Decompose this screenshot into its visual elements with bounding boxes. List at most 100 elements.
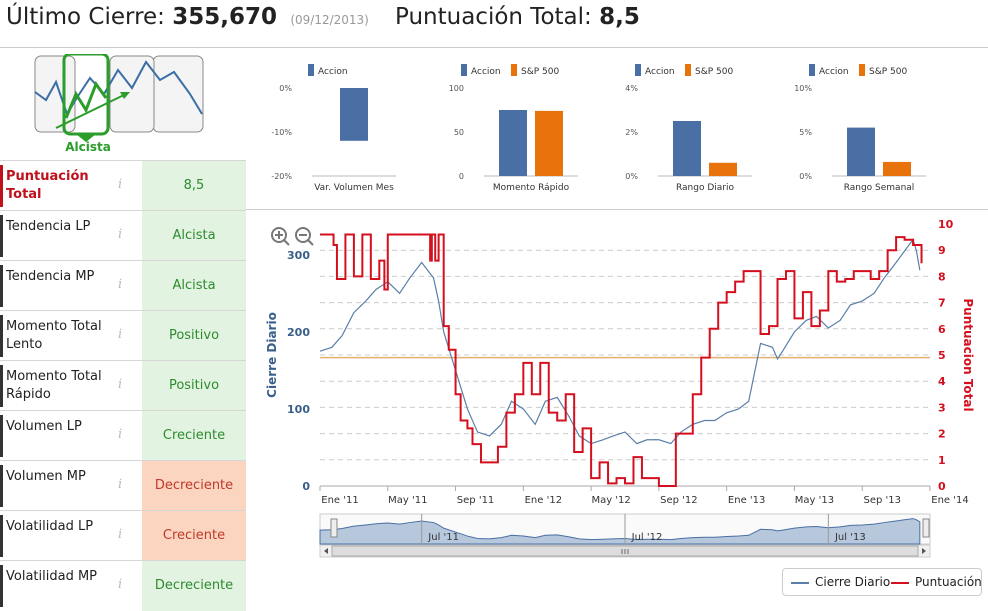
y-tick-label: 100 xyxy=(449,84,464,93)
legend-swatch xyxy=(511,64,517,76)
info-icon[interactable]: i xyxy=(118,577,123,592)
legend-score-label: Puntuación xyxy=(915,575,982,589)
y-tick-label: 100 xyxy=(287,403,310,416)
rating-row[interactable]: Momento Total Lento i Positivo xyxy=(0,310,246,361)
x-tick-label: Ene '13 xyxy=(728,495,765,506)
legend-close-label: Cierre Diario xyxy=(815,575,891,589)
legend-close[interactable]: Cierre Diario xyxy=(791,575,890,589)
legend-score-swatch xyxy=(891,581,909,584)
rating-row[interactable]: Puntuación Total i 8,5 xyxy=(0,160,246,211)
rating-marker xyxy=(0,565,3,607)
navigator-handle-left[interactable] xyxy=(330,518,338,538)
rating-value: 8,5 xyxy=(142,161,246,211)
bar xyxy=(847,127,875,176)
navigator-handle-right[interactable] xyxy=(922,518,930,538)
rating-row[interactable]: Momento Total Rápido i Positivo xyxy=(0,360,246,411)
last-close: Último Cierre: 355,670 (09/12/2013) xyxy=(6,4,369,30)
y2-tick-label: 9 xyxy=(938,244,946,257)
thumb-label: Alcista xyxy=(65,140,111,154)
legend-label: Accion xyxy=(645,67,675,77)
rating-row[interactable]: Volumen LP i Creciente xyxy=(0,410,246,461)
info-icon[interactable]: i xyxy=(118,327,123,342)
zoom-out-icon[interactable] xyxy=(295,227,314,246)
rating-name: Volatilidad LP xyxy=(6,519,94,534)
y-axis-title: Cierre Diario xyxy=(265,312,279,398)
y2-tick-label: 10 xyxy=(938,218,954,231)
y-tick-label: 0% xyxy=(799,172,812,181)
y2-tick-label: 7 xyxy=(938,297,946,310)
rating-value: Creciente xyxy=(142,411,246,461)
series-line-puntuacion xyxy=(320,233,923,487)
y-tick-label: -10% xyxy=(271,128,292,137)
rating-value: Positivo xyxy=(142,311,246,361)
section-divider xyxy=(246,209,988,210)
info-icon[interactable]: i xyxy=(118,427,123,442)
rating-name: Tendencia MP xyxy=(6,269,95,284)
y-tick-label: -20% xyxy=(271,172,292,181)
info-icon[interactable]: i xyxy=(118,527,123,542)
scroll-left-icon[interactable] xyxy=(324,548,328,554)
thumb-green-line xyxy=(64,80,108,119)
mini-chart-rango-diario: Accion S&P 500 4% 2% 0% Rango Diario xyxy=(625,64,752,193)
rating-name: Puntuación Total xyxy=(6,169,89,202)
x-tick-label: Ene '11 xyxy=(321,495,358,506)
chart-title: Rango Diario xyxy=(676,183,735,193)
total-score-label: Puntuación Total: xyxy=(395,4,592,30)
scroll-right-icon[interactable] xyxy=(922,548,926,554)
zoom-in-icon[interactable] xyxy=(271,227,290,246)
mini-chart-rango-semanal: Accion S&P 500 10% 5% 0% Rango Semanal xyxy=(794,64,926,193)
x-tick-label: Sep '11 xyxy=(457,495,495,506)
y2-tick-label: 6 xyxy=(938,323,946,336)
chart-title: Rango Semanal xyxy=(844,183,915,193)
legend-label: Accion xyxy=(318,67,348,77)
rating-marker xyxy=(0,415,3,457)
y-tick-label: 4% xyxy=(625,84,638,93)
info-icon[interactable]: i xyxy=(118,177,123,192)
y2-tick-label: 8 xyxy=(938,270,946,283)
y2-axis-title: Puntuacion Total xyxy=(961,298,975,411)
legend-swatch xyxy=(308,64,314,76)
legend-label: Accion xyxy=(471,67,501,77)
last-close-label: Último Cierre: xyxy=(6,4,165,30)
rating-row[interactable]: Volumen MP i Decreciente xyxy=(0,460,246,511)
rating-marker xyxy=(0,315,3,357)
header: Último Cierre: 355,670 (09/12/2013) Punt… xyxy=(0,0,988,44)
x-tick-label: May '13 xyxy=(795,495,834,506)
y2-tick-label: 3 xyxy=(938,401,946,414)
x-tick-label: Sep '13 xyxy=(863,495,901,506)
rating-name: Momento Total Rápido xyxy=(6,369,102,402)
rating-row[interactable]: Volatilidad MP i Decreciente xyxy=(0,560,246,611)
x-tick-label: Ene '14 xyxy=(931,495,968,506)
y-tick-label: 50 xyxy=(454,128,464,137)
y-tick-label: 5% xyxy=(799,128,812,137)
trend-thumbnail[interactable] xyxy=(34,54,206,154)
zoom-in-glass xyxy=(271,227,287,243)
navigator-label: Jul '11 xyxy=(427,532,459,543)
legend-label: Accion xyxy=(819,67,849,77)
rating-row[interactable]: Tendencia LP i Alcista xyxy=(0,210,246,261)
rating-marker xyxy=(0,165,3,207)
thumb-line xyxy=(34,60,203,117)
thumb-pointer xyxy=(76,134,96,142)
main-legend: Cierre Diario Puntuación xyxy=(782,568,982,596)
info-icon[interactable]: i xyxy=(118,277,123,292)
info-icon[interactable]: i xyxy=(118,227,123,242)
last-close-date: (09/12/2013) xyxy=(290,13,369,27)
rating-row[interactable]: Tendencia MP i Alcista xyxy=(0,260,246,311)
info-icon[interactable]: i xyxy=(118,377,123,392)
zoom-in-handle xyxy=(283,239,290,246)
rating-value: Decreciente xyxy=(142,461,246,511)
rating-marker xyxy=(0,215,3,257)
legend-swatch xyxy=(635,64,641,76)
navigator-label: Jul '12 xyxy=(631,532,663,543)
chart-title: Var. Volumen Mes xyxy=(314,183,394,193)
y2-tick-label: 4 xyxy=(938,375,946,388)
x-tick-label: Sep '12 xyxy=(660,495,698,506)
rating-row[interactable]: Volatilidad LP i Creciente xyxy=(0,510,246,561)
rating-marker xyxy=(0,365,3,407)
bar xyxy=(883,161,911,176)
legend-score[interactable]: Puntuación xyxy=(891,575,982,589)
bar xyxy=(673,121,701,176)
info-icon[interactable]: i xyxy=(118,477,123,492)
